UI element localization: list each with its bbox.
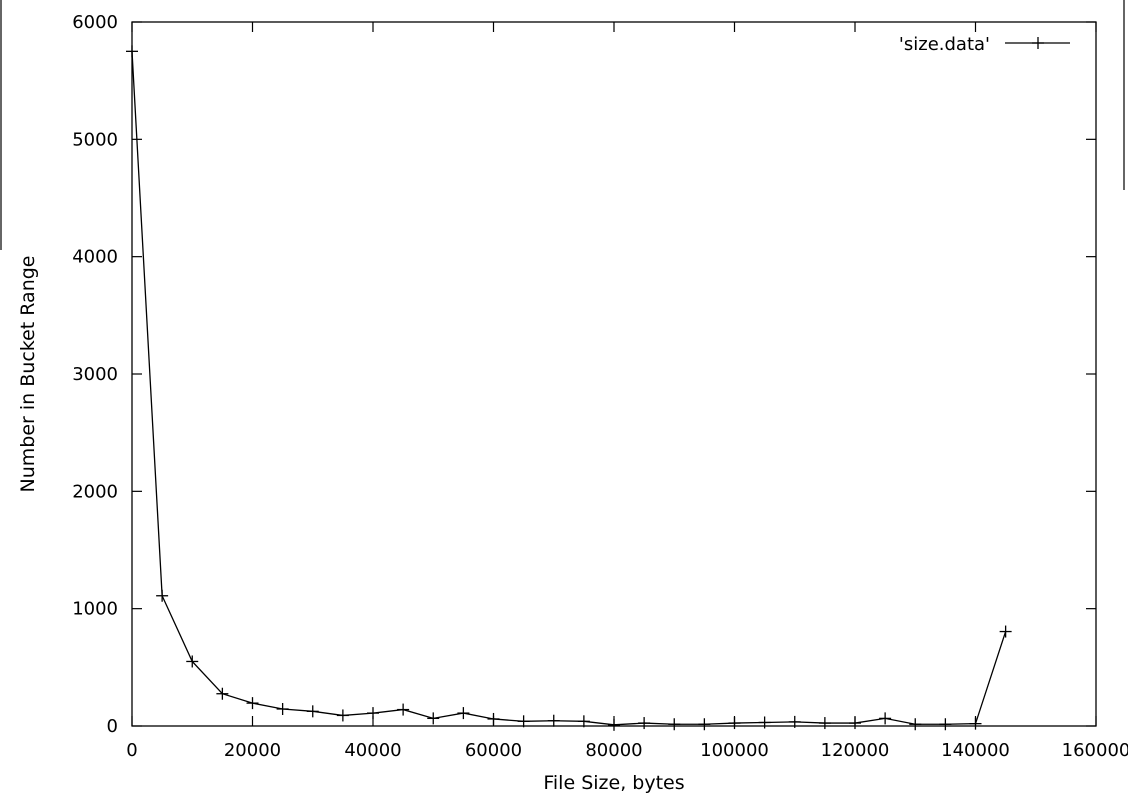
x-tick-label: 80000 [585,740,642,761]
series-line [131,51,1007,726]
y-tick-label: 0 [107,716,118,737]
y-tick-label: 5000 [72,129,118,150]
data-point [186,655,199,668]
x-tick-label: 120000 [821,740,890,761]
data-point [397,703,410,716]
data-point [246,697,259,710]
y-tick-label: 4000 [72,247,118,268]
x-tick-label: 0 [126,740,137,761]
data-point [969,717,982,730]
data-point [818,717,831,730]
data-point [336,709,349,722]
data-point [216,687,229,700]
legend: 'size.data' [899,34,1070,55]
data-point [367,707,379,720]
data-point [939,718,952,731]
x-tick-label: 40000 [344,740,401,761]
data-point [849,717,861,730]
data-point [577,715,590,728]
series-layer [126,45,1012,731]
y-tick-label: 2000 [72,481,118,502]
y-axis-label: Number in Bucket Range [17,256,39,493]
data-point [909,718,922,731]
data-point [276,702,289,715]
x-tick-label: 20000 [224,740,281,761]
y-tick-label: 3000 [72,364,118,385]
data-point [457,707,470,720]
data-point [788,715,801,728]
data-point [999,625,1012,638]
data-point [547,714,560,727]
x-tick-label: 60000 [465,740,522,761]
data-point [668,718,681,731]
plot-frame [131,21,1097,727]
data-point [427,712,440,725]
data-point [517,715,530,728]
data-point [306,705,319,718]
x-tick-label: 100000 [700,740,769,761]
data-point [156,589,169,602]
x-axis-label: File Size, bytes [543,772,684,794]
data-point [487,712,500,725]
x-axis: 0 20000 40000 60000 80000 100000 120000 140000 1… [126,22,1128,761]
data-point [126,45,138,58]
data-point [698,718,711,731]
legend-marker [1032,37,1044,49]
y-axis: 0 1000 2000 3000 4000 5000 6000 [72,12,1096,737]
y-tick-label: 6000 [72,12,118,33]
x-tick-label: 160000 [1062,740,1128,761]
y-tick-label: 1000 [72,599,118,620]
data-point [608,718,620,731]
data-point [879,712,892,725]
data-point [638,717,651,730]
data-point [758,716,771,729]
legend-series-label: 'size.data' [899,34,990,55]
x-tick-label: 140000 [941,740,1010,761]
data-point [728,717,741,730]
